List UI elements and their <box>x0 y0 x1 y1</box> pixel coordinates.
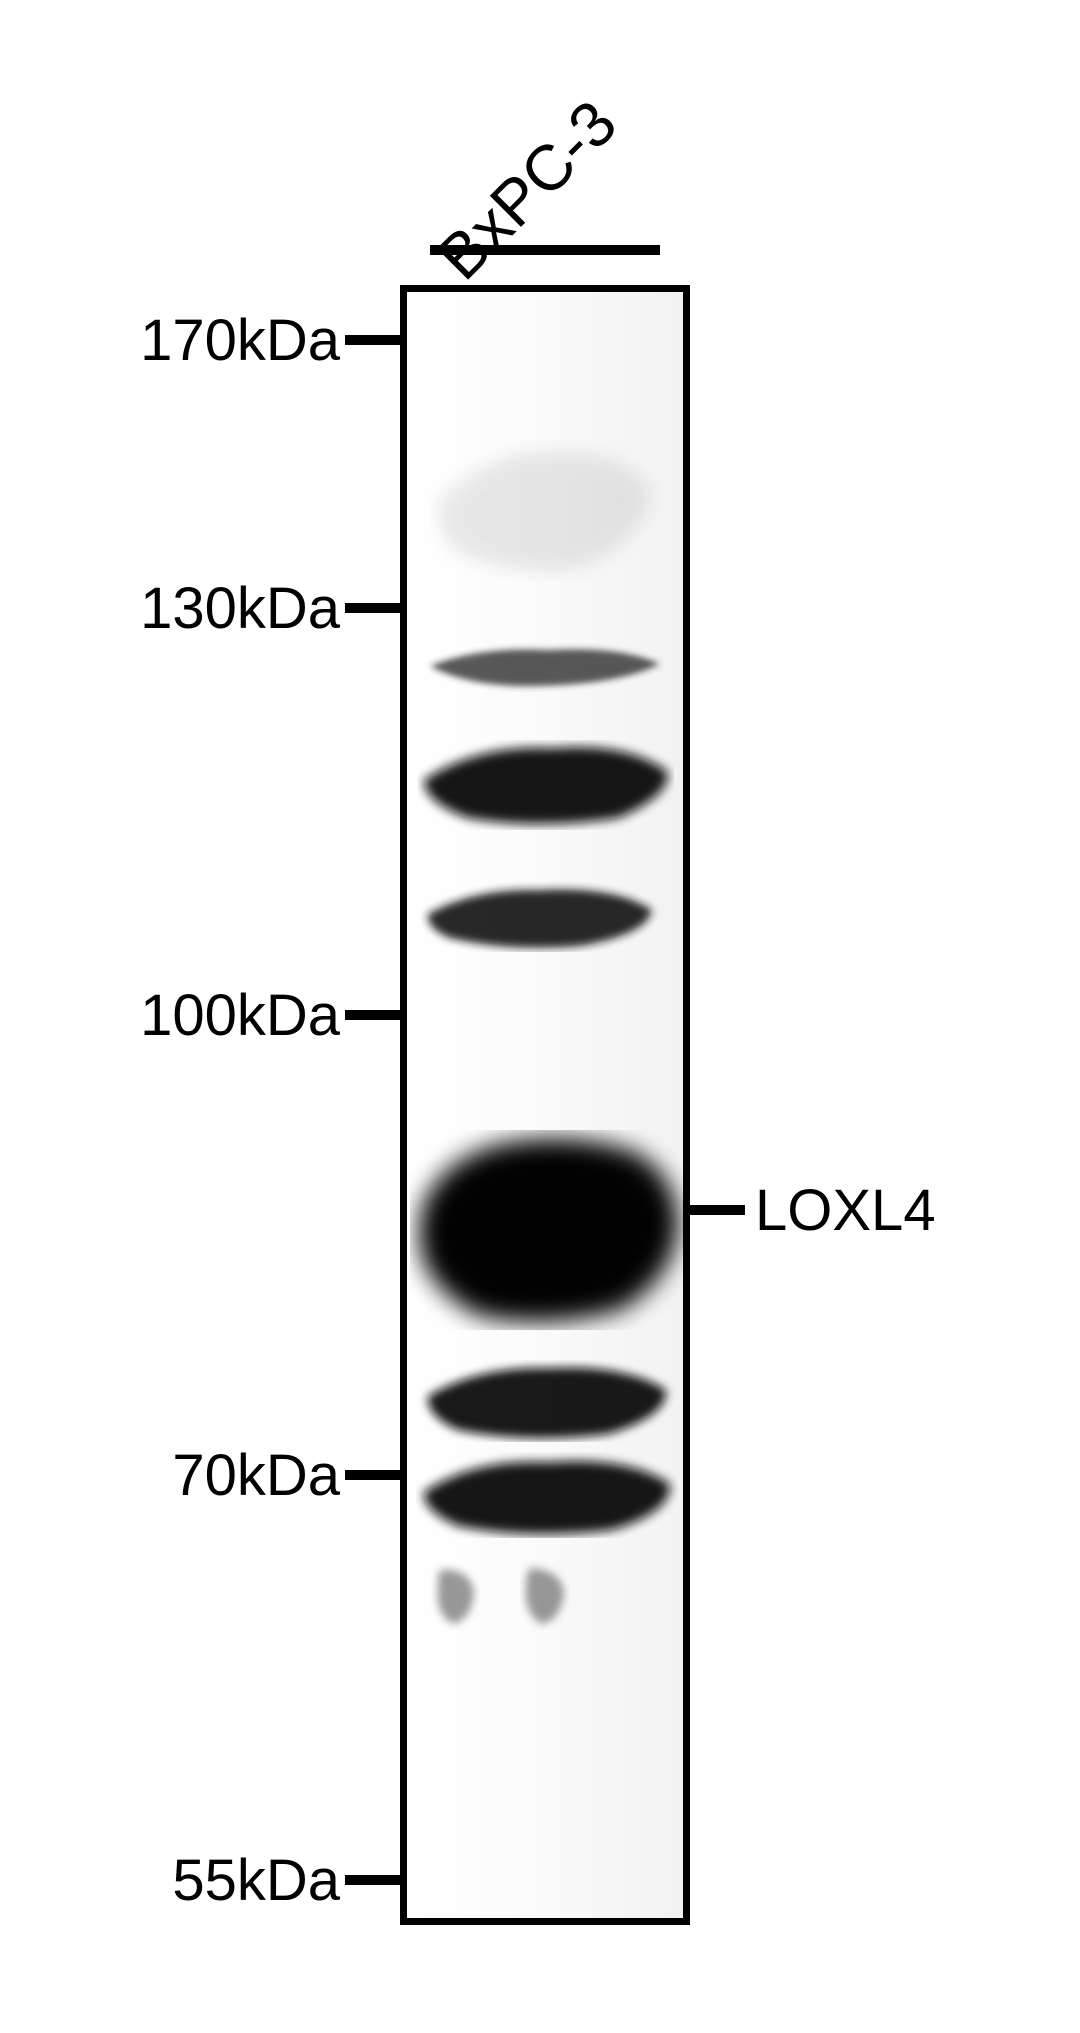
ladder-tick-55 <box>345 1875 400 1885</box>
band-65kda-faint-right <box>520 1560 570 1630</box>
ladder-tick-70 <box>345 1470 400 1480</box>
band-115kda <box>418 740 674 830</box>
target-label: LOXL4 <box>755 1177 936 1244</box>
band-70kda <box>416 1452 678 1538</box>
ladder-tick-130 <box>345 603 400 613</box>
smudge-upper-faint <box>430 440 660 580</box>
lane-tick <box>430 245 660 255</box>
band-107kda <box>420 880 660 952</box>
band-78kda <box>418 1360 676 1442</box>
band-loxl4-main <box>410 1130 685 1330</box>
band-65kda-faint-left <box>430 1560 480 1630</box>
ladder-tick-100 <box>345 1010 400 1020</box>
ladder-label-170: 170kDa <box>140 307 340 374</box>
ladder-label-100: 100kDa <box>140 982 340 1049</box>
ladder-label-55: 55kDa <box>172 1847 340 1914</box>
target-tick <box>690 1205 745 1215</box>
ladder-label-130: 130kDa <box>140 575 340 642</box>
lane-label: BxPC-3 <box>423 86 631 294</box>
band-125kda <box>420 640 670 692</box>
ladder-tick-170 <box>345 335 400 345</box>
ladder-label-70: 70kDa <box>172 1442 340 1509</box>
